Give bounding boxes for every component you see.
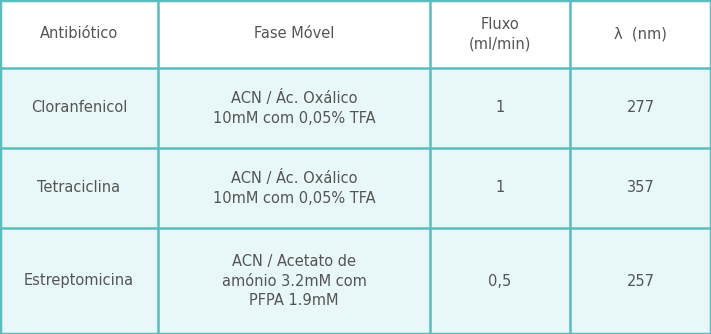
Text: 1: 1 (496, 101, 505, 116)
Bar (430, 148, 570, 228)
Bar (570, 0, 711, 68)
Text: Antibiótico: Antibiótico (40, 26, 118, 41)
Bar (0, 148, 158, 228)
Bar (430, 0, 570, 68)
Text: 1: 1 (496, 180, 505, 195)
Text: ACN / Acetato de
amónio 3.2mM com
PFPA 1.9mM: ACN / Acetato de amónio 3.2mM com PFPA 1… (222, 254, 366, 308)
Text: Fluxo
(ml/min): Fluxo (ml/min) (469, 17, 531, 51)
Text: 277: 277 (626, 101, 655, 116)
Text: Tetraciclina: Tetraciclina (38, 180, 121, 195)
Bar (430, 228, 570, 334)
Text: Fase Móvel: Fase Móvel (254, 26, 334, 41)
Bar (570, 68, 711, 148)
Bar (158, 148, 430, 228)
Bar (158, 228, 430, 334)
Bar (570, 228, 711, 334)
Text: ACN / Ác. Oxálico
10mM com 0,05% TFA: ACN / Ác. Oxálico 10mM com 0,05% TFA (213, 90, 375, 126)
Bar (0, 0, 158, 68)
Bar (430, 68, 570, 148)
Bar (158, 0, 430, 68)
Text: Estreptomicina: Estreptomicina (24, 274, 134, 289)
Bar (158, 68, 430, 148)
Text: Cloranfenicol: Cloranfenicol (31, 101, 127, 116)
Text: 0,5: 0,5 (488, 274, 512, 289)
Bar (570, 148, 711, 228)
Bar (0, 228, 158, 334)
Text: 257: 257 (626, 274, 655, 289)
Text: λ  (nm): λ (nm) (614, 26, 667, 41)
Text: ACN / Ác. Oxálico
10mM com 0,05% TFA: ACN / Ác. Oxálico 10mM com 0,05% TFA (213, 170, 375, 206)
Bar (0, 68, 158, 148)
Text: 357: 357 (626, 180, 654, 195)
